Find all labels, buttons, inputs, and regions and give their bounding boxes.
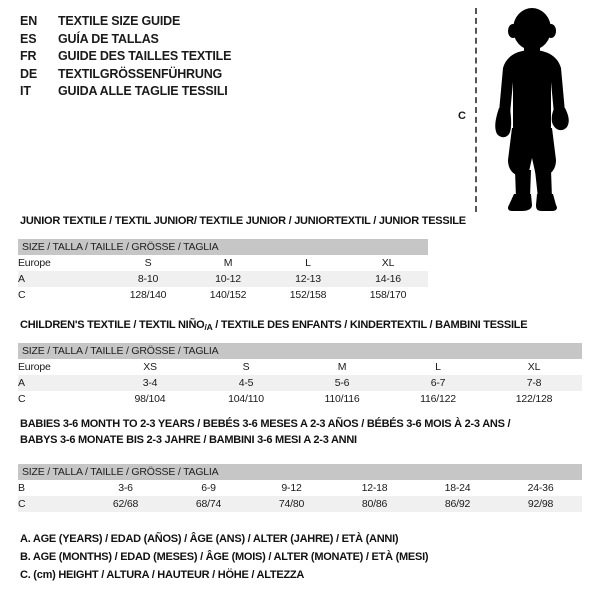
junior-row-a-value-3: 14-16 bbox=[348, 271, 429, 287]
babies-row-c: C 62/68 68/74 74/80 80/86 86/92 92/98 bbox=[18, 496, 583, 512]
children-row-c: C 98/104 104/110 110/116 116/122 122/128 bbox=[18, 391, 583, 407]
junior-table-banner-row: SIZE / TALLA / TAILLE / GRÖSSE / TAGLIA bbox=[18, 239, 429, 255]
children-row-c-value-4: 122/128 bbox=[486, 391, 583, 407]
children-row-europe-value-0: XS bbox=[102, 359, 198, 375]
language-row-es: ES GUÍA DE TALLAS bbox=[20, 31, 420, 49]
section-title-children-part2: / TEXTILE DES ENFANTS / KINDERTEXTIL / B… bbox=[212, 319, 528, 331]
babies-row-b-value-5: 24-36 bbox=[499, 480, 583, 496]
language-code-es: ES bbox=[20, 31, 37, 46]
language-title-es: GUÍA DE TALLAS bbox=[58, 31, 159, 46]
babies-row-b-value-4: 18-24 bbox=[416, 480, 499, 496]
junior-row-a: A 8-10 10-12 12-13 14-16 bbox=[18, 271, 429, 287]
junior-row-a-value-0: 8-10 bbox=[108, 271, 188, 287]
toddler-silhouette-icon bbox=[495, 8, 569, 211]
children-table-banner-row: SIZE / TALLA / TAILLE / GRÖSSE / TAGLIA bbox=[18, 343, 583, 359]
junior-row-europe-value-0: S bbox=[108, 255, 188, 271]
children-row-europe-value-1: S bbox=[198, 359, 294, 375]
legend-line-a: A. AGE (YEARS) / EDAD (AÑOS) / ÂGE (ANS)… bbox=[20, 533, 399, 545]
babies-row-c-label: C bbox=[18, 496, 84, 512]
children-row-a: A 3-4 4-5 5-6 6-7 7-8 bbox=[18, 375, 583, 391]
junior-row-europe-label: Europe bbox=[18, 255, 108, 271]
junior-row-c-label: C bbox=[18, 287, 108, 303]
language-code-en: EN bbox=[20, 14, 38, 28]
language-code-it: IT bbox=[20, 84, 31, 98]
babies-row-c-value-0: 62/68 bbox=[84, 496, 167, 512]
babies-row-b-value-0: 3-6 bbox=[84, 480, 167, 496]
babies-table-banner: SIZE / TALLA / TAILLE / GRÖSSE / TAGLIA bbox=[18, 464, 583, 480]
babies-row-c-value-2: 74/80 bbox=[250, 496, 333, 512]
height-measure-label: C bbox=[458, 110, 466, 122]
section-title-children-subscript: /A bbox=[204, 322, 213, 332]
babies-size-table: SIZE / TALLA / TAILLE / GRÖSSE / TAGLIA … bbox=[18, 464, 583, 512]
junior-row-europe-value-3: XL bbox=[348, 255, 429, 271]
junior-row-a-label: A bbox=[18, 271, 108, 287]
babies-row-c-value-5: 92/98 bbox=[499, 496, 583, 512]
children-row-a-value-0: 3-4 bbox=[102, 375, 198, 391]
junior-row-a-value-2: 12-13 bbox=[268, 271, 348, 287]
babies-table-banner-row: SIZE / TALLA / TAILLE / GRÖSSE / TAGLIA bbox=[18, 464, 583, 480]
children-row-a-value-4: 7-8 bbox=[486, 375, 583, 391]
height-measure-line bbox=[475, 8, 477, 212]
children-row-europe-value-3: L bbox=[390, 359, 486, 375]
language-title-de: TEXTILGRÖSSENFÜHRUNG bbox=[58, 66, 223, 81]
language-row-en: EN TEXTILE SIZE GUIDE bbox=[20, 13, 420, 31]
children-row-a-value-3: 6-7 bbox=[390, 375, 486, 391]
language-row-it: IT GUIDA ALLE TAGLIE TESSILI bbox=[20, 83, 420, 101]
children-row-europe-label: Europe bbox=[18, 359, 102, 375]
section-title-babies-line2: BABYS 3-6 MONATE BIS 2-3 JAHRE / BAMBINI… bbox=[20, 433, 357, 446]
junior-row-c-value-0: 128/140 bbox=[108, 287, 188, 303]
babies-row-c-value-1: 68/74 bbox=[167, 496, 250, 512]
section-title-children: CHILDREN'S TEXTILE / TEXTIL NIÑO/A / TEX… bbox=[20, 319, 528, 332]
junior-row-europe-value-2: L bbox=[268, 255, 348, 271]
junior-row-a-value-1: 10-12 bbox=[188, 271, 268, 287]
babies-row-b: B 3-6 6-9 9-12 12-18 18-24 24-36 bbox=[18, 480, 583, 496]
junior-row-c-value-2: 152/158 bbox=[268, 287, 348, 303]
children-table-banner: SIZE / TALLA / TAILLE / GRÖSSE / TAGLIA bbox=[18, 343, 583, 359]
language-title-en: TEXTILE SIZE GUIDE bbox=[58, 14, 181, 28]
babies-row-b-label: B bbox=[18, 480, 84, 496]
junior-row-c-value-3: 158/170 bbox=[348, 287, 429, 303]
height-illustration: C bbox=[440, 4, 600, 214]
language-title-list: EN TEXTILE SIZE GUIDE ES GUÍA DE TALLAS … bbox=[20, 13, 420, 101]
children-row-c-value-1: 104/110 bbox=[198, 391, 294, 407]
junior-row-europe: Europe S M L XL bbox=[18, 255, 429, 271]
children-row-a-label: A bbox=[18, 375, 102, 391]
children-row-a-value-2: 5-6 bbox=[294, 375, 390, 391]
section-title-children-part1: CHILDREN'S TEXTILE / TEXTIL NIÑO bbox=[20, 319, 205, 331]
children-row-c-value-0: 98/104 bbox=[102, 391, 198, 407]
language-code-fr: FR bbox=[20, 49, 37, 63]
junior-row-europe-value-1: M bbox=[188, 255, 268, 271]
language-title-it: GUIDA ALLE TAGLIE TESSILI bbox=[58, 84, 228, 98]
legend-line-c: C. (cm) HEIGHT / ALTURA / HAUTEUR / HÖHE… bbox=[20, 569, 305, 581]
children-row-c-value-3: 116/122 bbox=[390, 391, 486, 407]
language-row-fr: FR GUIDE DES TAILLES TEXTILE bbox=[20, 48, 420, 66]
children-row-c-value-2: 110/116 bbox=[294, 391, 390, 407]
junior-row-c: C 128/140 140/152 152/158 158/170 bbox=[18, 287, 429, 303]
section-title-junior: JUNIOR TEXTILE / TEXTIL JUNIOR/ TEXTILE … bbox=[20, 215, 466, 227]
children-row-europe-value-4: XL bbox=[486, 359, 583, 375]
junior-table-banner: SIZE / TALLA / TAILLE / GRÖSSE / TAGLIA bbox=[18, 239, 429, 255]
junior-row-c-value-1: 140/152 bbox=[188, 287, 268, 303]
section-title-babies: BABIES 3-6 MONTH TO 2-3 YEARS / BEBÉS 3-… bbox=[20, 418, 511, 446]
language-title-fr: GUIDE DES TAILLES TEXTILE bbox=[58, 49, 232, 63]
babies-row-b-value-1: 6-9 bbox=[167, 480, 250, 496]
babies-row-c-value-3: 80/86 bbox=[333, 496, 416, 512]
babies-row-c-value-4: 86/92 bbox=[416, 496, 499, 512]
language-row-de: DE TEXTILGRÖSSENFÜHRUNG bbox=[20, 66, 420, 84]
legend-line-b: B. AGE (MONTHS) / EDAD (MESES) / ÂGE (MO… bbox=[20, 551, 429, 563]
section-title-babies-line1: BABIES 3-6 MONTH TO 2-3 YEARS / BEBÉS 3-… bbox=[20, 418, 511, 430]
babies-row-b-value-2: 9-12 bbox=[250, 480, 333, 496]
children-row-c-label: C bbox=[18, 391, 102, 407]
language-code-de: DE bbox=[20, 66, 38, 81]
babies-row-b-value-3: 12-18 bbox=[333, 480, 416, 496]
children-row-europe-value-2: M bbox=[294, 359, 390, 375]
children-row-europe: Europe XS S M L XL bbox=[18, 359, 583, 375]
children-row-a-value-1: 4-5 bbox=[198, 375, 294, 391]
junior-size-table: SIZE / TALLA / TAILLE / GRÖSSE / TAGLIA … bbox=[18, 239, 429, 303]
children-size-table: SIZE / TALLA / TAILLE / GRÖSSE / TAGLIA … bbox=[18, 343, 583, 407]
